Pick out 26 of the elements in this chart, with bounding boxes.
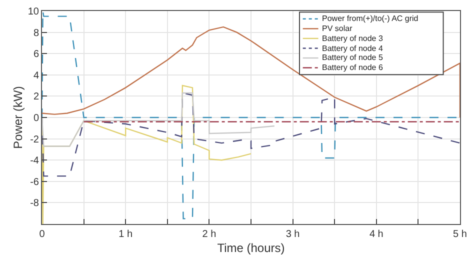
y-tick-label: 2 [33,92,40,103]
y-tick-label: -4 [30,156,40,167]
x-tick-label: 5 h [453,229,467,240]
y-tick-label: 6 [33,49,40,60]
legend-label: Battery of node 3 [322,34,384,43]
y-tick-label: 8 [33,28,40,39]
legend-label: Battery of node 6 [322,63,384,72]
legend-label: Power from(+)/to(-) AC grid [322,14,418,23]
legend-label: Battery of node 4 [322,44,384,53]
y-tick-label: -6 [30,176,40,188]
x-tick-label: 2 h [202,229,216,240]
y-tick-label: -8 [30,198,40,210]
y-tick-label: 4 [33,70,40,82]
x-tick-label: 1 h [118,229,133,240]
y-tick-label: 0 [33,113,40,124]
x-tick-label: 3 h [286,229,300,240]
x-tick-label: 4 h [369,229,384,240]
y-axis-title: Power (kW) [11,86,26,149]
legend-label: Battery of node 5 [322,53,384,62]
y-tick-label: 10 [28,6,40,18]
legend-label: PV solar [322,24,353,33]
line-series [42,92,276,147]
y-tick-label: -2 [30,134,40,146]
line-series [42,26,460,118]
x-axis-title: Time (hours) [217,240,285,255]
line-series [42,92,460,177]
